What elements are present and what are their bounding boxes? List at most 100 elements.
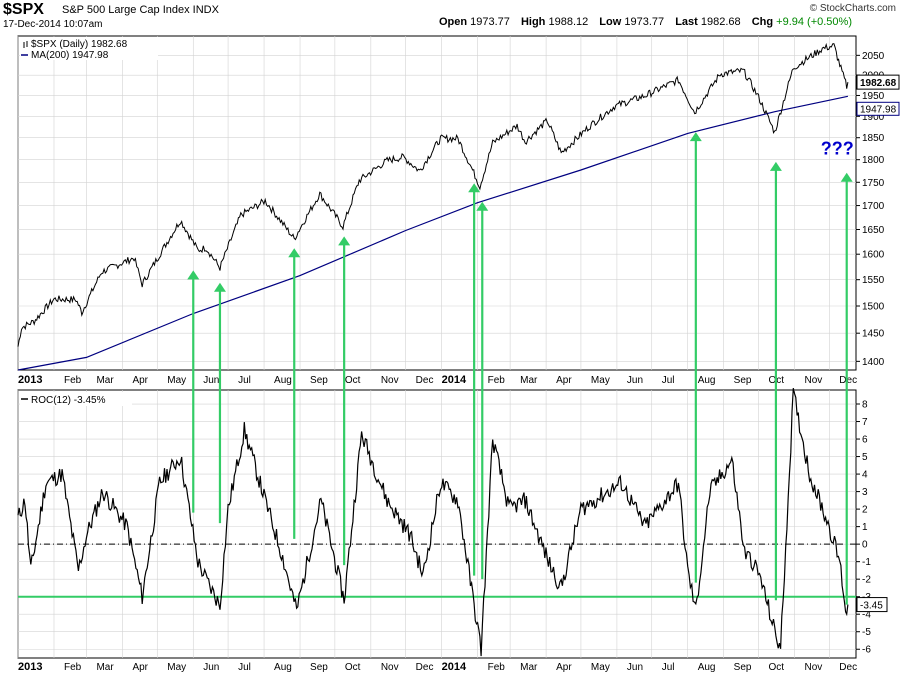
price-arrow-head-2 xyxy=(213,282,226,292)
ma-last-label: 1947.98 xyxy=(860,104,897,115)
roc-x-tick-label: Oct xyxy=(769,662,785,673)
price-y-tick-label: 1550 xyxy=(862,275,885,286)
roc-y-tick-label: 8 xyxy=(862,400,868,411)
spx-last-label: 1982.68 xyxy=(860,78,897,89)
roc-y-tick-label: 5 xyxy=(862,452,868,463)
roc-x-tick-label: Dec xyxy=(839,662,857,673)
price-x-tick-label: Sep xyxy=(310,375,328,386)
price-y-tick-label: 1850 xyxy=(862,133,885,144)
high-value: 1988.12 xyxy=(548,16,589,28)
last-label: Last xyxy=(675,16,698,28)
price-x-tick-label: Jul xyxy=(662,375,675,386)
price-x-tick-label: Aug xyxy=(274,375,292,386)
price-last-labels: 1982.68 1947.98 xyxy=(856,74,900,116)
roc-x-tick-label: 2013 xyxy=(18,661,42,673)
price-y-tick-label: 1700 xyxy=(862,201,885,212)
price-legend-bg xyxy=(20,37,158,60)
roc-x-tick-label: Jun xyxy=(203,662,219,673)
price-arrow-head-4 xyxy=(338,236,351,246)
roc-x-tick-label: Jul xyxy=(662,662,675,673)
chg-value: +9.94 (+0.50%) xyxy=(776,16,852,28)
roc-x-tick-label: Mar xyxy=(96,662,114,673)
price-x-tick-label: Jul xyxy=(238,375,251,386)
roc-x-tick-label: Sep xyxy=(310,662,328,673)
roc-x-tick-label: Dec xyxy=(416,662,434,673)
roc-y-tick-label: 3 xyxy=(862,487,868,498)
price-x-tick-label: Apr xyxy=(132,375,148,386)
price-grid xyxy=(17,36,856,370)
roc-x-tick-label: Aug xyxy=(698,662,716,673)
low-label: Low xyxy=(599,16,622,28)
price-y-tick-label: 1600 xyxy=(862,250,885,261)
roc-x-tick-label: Oct xyxy=(345,662,361,673)
price-y-tick-label: 1950 xyxy=(862,91,885,102)
roc-y-tick-label: 7 xyxy=(862,417,868,428)
spx-last-box xyxy=(856,74,900,90)
roc-legend-bg xyxy=(20,392,132,406)
price-y-tick-label: 1500 xyxy=(862,301,885,312)
roc-y-tick-label: 0 xyxy=(862,540,868,551)
price-x-tick-label: Feb xyxy=(64,375,82,386)
price-y-tick-label: 2050 xyxy=(862,51,885,62)
price-x-tick-label: Mar xyxy=(96,375,114,386)
price-x-tick-label: Apr xyxy=(556,375,572,386)
question-annotation: ??? xyxy=(821,138,854,158)
roc-y-tick-label: -5 xyxy=(862,627,871,638)
roc-y-tick-label: 1 xyxy=(862,522,868,533)
price-x-tick-label: Jun xyxy=(203,375,219,386)
price-y-tick-label: 1650 xyxy=(862,225,885,236)
price-arrow-head-7 xyxy=(689,132,702,142)
price-arrow-head-6 xyxy=(476,201,489,211)
roc-y-tick-label: 6 xyxy=(862,435,868,446)
roc-x-tick-label: Apr xyxy=(132,662,148,673)
roc-x-tick-label: Jul xyxy=(238,662,251,673)
roc-x-tick-label: Feb xyxy=(488,662,506,673)
price-x-tick-label: Nov xyxy=(804,375,822,386)
roc-y-tick-label: -4 xyxy=(862,610,871,621)
price-x-tick-label: Feb xyxy=(488,375,506,386)
roc-y-tick-label: -6 xyxy=(862,645,871,656)
price-y-tick-label: 1400 xyxy=(862,357,885,368)
price-y-axis: 1400 1450 1500 1550 1600 1650 1700 1750 1800 1850… xyxy=(856,51,885,368)
symbol-description: S&P 500 Large Cap Index INDX xyxy=(62,4,219,16)
symbol: $SPX xyxy=(3,1,44,18)
price-arrow-head-8 xyxy=(769,161,782,171)
price-arrow-head-9 xyxy=(840,172,853,182)
price-arrow-head-5 xyxy=(468,183,481,193)
price-y-tick-label: 1900 xyxy=(862,112,885,123)
price-y-tick-label: 1800 xyxy=(862,155,885,166)
price-x-tick-label: Mar xyxy=(520,375,538,386)
roc-x-tick-label: Feb xyxy=(64,662,82,673)
last-value: 1982.68 xyxy=(700,16,741,28)
price-arrow-head-1 xyxy=(187,270,200,280)
roc-y-tick-label: 2 xyxy=(862,505,868,516)
roc-line xyxy=(17,387,849,657)
price-panel xyxy=(17,35,857,371)
roc-x-tick-label: Jun xyxy=(627,662,643,673)
roc-x-tick-label: Nov xyxy=(381,662,399,673)
price-x-tick-label: Jun xyxy=(627,375,643,386)
roc-legend: ROC(12) -3.45% xyxy=(20,392,132,406)
spx-price-line xyxy=(17,42,849,347)
roc-x-tick-label: Apr xyxy=(556,662,572,673)
roc-y-tick-label: -1 xyxy=(862,557,871,568)
roc-x-tick-label: Mar xyxy=(520,662,538,673)
roc-y-tick-label: -2 xyxy=(862,575,871,586)
roc-last-label: -3.45 xyxy=(860,601,883,612)
price-x-tick-label: Dec xyxy=(416,375,434,386)
price-x-tick-label: Oct xyxy=(345,375,361,386)
roc-x-tick-label: Nov xyxy=(804,662,822,673)
price-x-axis: 2013 Feb Mar Apr May Jun Jul Aug Sep Oct Nov Dec 201… xyxy=(18,374,857,386)
price-y-tick-label: 1750 xyxy=(862,178,885,189)
high-label: High xyxy=(520,16,546,28)
low-value: 1973.77 xyxy=(624,16,665,28)
roc-panel xyxy=(17,389,857,659)
ma-legend-label: MA(200) 1947.98 xyxy=(31,50,109,61)
open-label: Open xyxy=(438,16,468,28)
price-x-tick-label: Nov xyxy=(381,375,399,386)
quote-bar: Open 1973.77 High 1988.12 Low 1973.77 La… xyxy=(439,16,852,28)
roc-last-box xyxy=(856,597,888,613)
price-x-tick-label: Sep xyxy=(734,375,752,386)
roc-x-tick-label: May xyxy=(167,662,186,673)
